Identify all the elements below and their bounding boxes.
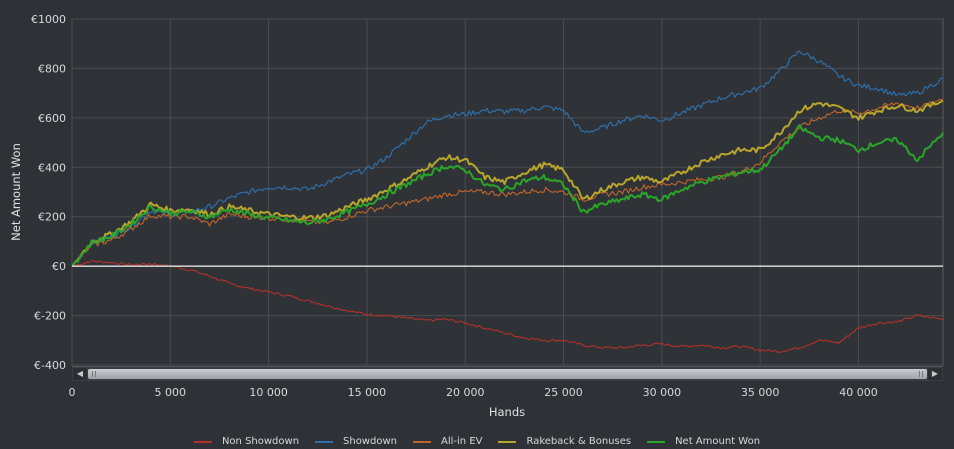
y-tick-label: €600 bbox=[38, 112, 66, 125]
scroll-thumb[interactable] bbox=[88, 369, 927, 379]
legend-item[interactable]: Non Showdown bbox=[193, 436, 300, 447]
y-tick-label: €-400 bbox=[34, 359, 66, 372]
legend-item[interactable]: Showdown bbox=[315, 436, 397, 447]
legend-swatch bbox=[647, 440, 666, 443]
horizontal-scrollbar[interactable]: ◀ ▶ bbox=[72, 366, 943, 381]
chart-legend: Non Showdown Showdown All-in EV Rakeback & … bbox=[0, 436, 954, 447]
x-tick-label: 0 bbox=[69, 386, 76, 399]
legend-item[interactable]: All-in EV bbox=[413, 436, 482, 447]
x-tick-label: 25 000 bbox=[544, 386, 583, 399]
x-tick-label: 30 000 bbox=[643, 386, 682, 399]
plot-background bbox=[71, 18, 944, 366]
legend-swatch bbox=[315, 440, 334, 443]
scroll-thumb-grip-right bbox=[919, 371, 923, 377]
x-tick-label: 5 000 bbox=[155, 386, 187, 399]
legend-label: All-in EV bbox=[441, 436, 483, 447]
y-tick-label: €400 bbox=[38, 161, 66, 174]
x-tick-label: 35 000 bbox=[741, 386, 780, 399]
legend-swatch bbox=[413, 440, 432, 443]
scroll-thumb-grip-left bbox=[92, 371, 96, 377]
y-tick-labels: €1000 €800 €600 €400 €200 €0 €-200 €-400 bbox=[31, 13, 66, 372]
y-tick-label: €200 bbox=[38, 211, 66, 224]
series-line-showdown bbox=[71, 50, 943, 267]
y-tick-label: €0 bbox=[52, 260, 66, 273]
legend-label: Non Showdown bbox=[221, 436, 300, 447]
legend-item[interactable]: Rakeback & Bonuses bbox=[498, 436, 631, 447]
y-axis-title: Net Amount Won bbox=[9, 143, 23, 241]
legend-label: Rakeback & Bonuses bbox=[526, 436, 632, 447]
legend-item[interactable]: Net Amount Won bbox=[647, 436, 760, 447]
series-layer bbox=[71, 50, 944, 354]
legend-swatch bbox=[193, 440, 212, 443]
series-line-non-showdown bbox=[71, 259, 943, 354]
y-tick-label: €800 bbox=[38, 62, 66, 75]
series-line-net-amount-won bbox=[71, 124, 944, 267]
y-tick-label: €1000 bbox=[31, 13, 66, 26]
scroll-left-button[interactable]: ◀ bbox=[73, 368, 87, 380]
legend-label: Net Amount Won bbox=[675, 436, 761, 447]
x-tick-label: 40 000 bbox=[839, 386, 878, 399]
y-tick-label: €-200 bbox=[34, 310, 66, 323]
x-axis-title: Hands bbox=[489, 405, 525, 419]
legend-swatch bbox=[498, 440, 517, 443]
x-tick-label: 10 000 bbox=[249, 386, 288, 399]
x-tick-label: 15 000 bbox=[348, 386, 387, 399]
legend-label: Showdown bbox=[343, 436, 398, 447]
x-tick-label: 20 000 bbox=[446, 386, 485, 399]
x-tick-labels: 0 5 000 10 000 15 000 20 000 25 000 30 000 35 0… bbox=[69, 386, 878, 399]
scroll-right-button[interactable]: ▶ bbox=[928, 368, 942, 380]
